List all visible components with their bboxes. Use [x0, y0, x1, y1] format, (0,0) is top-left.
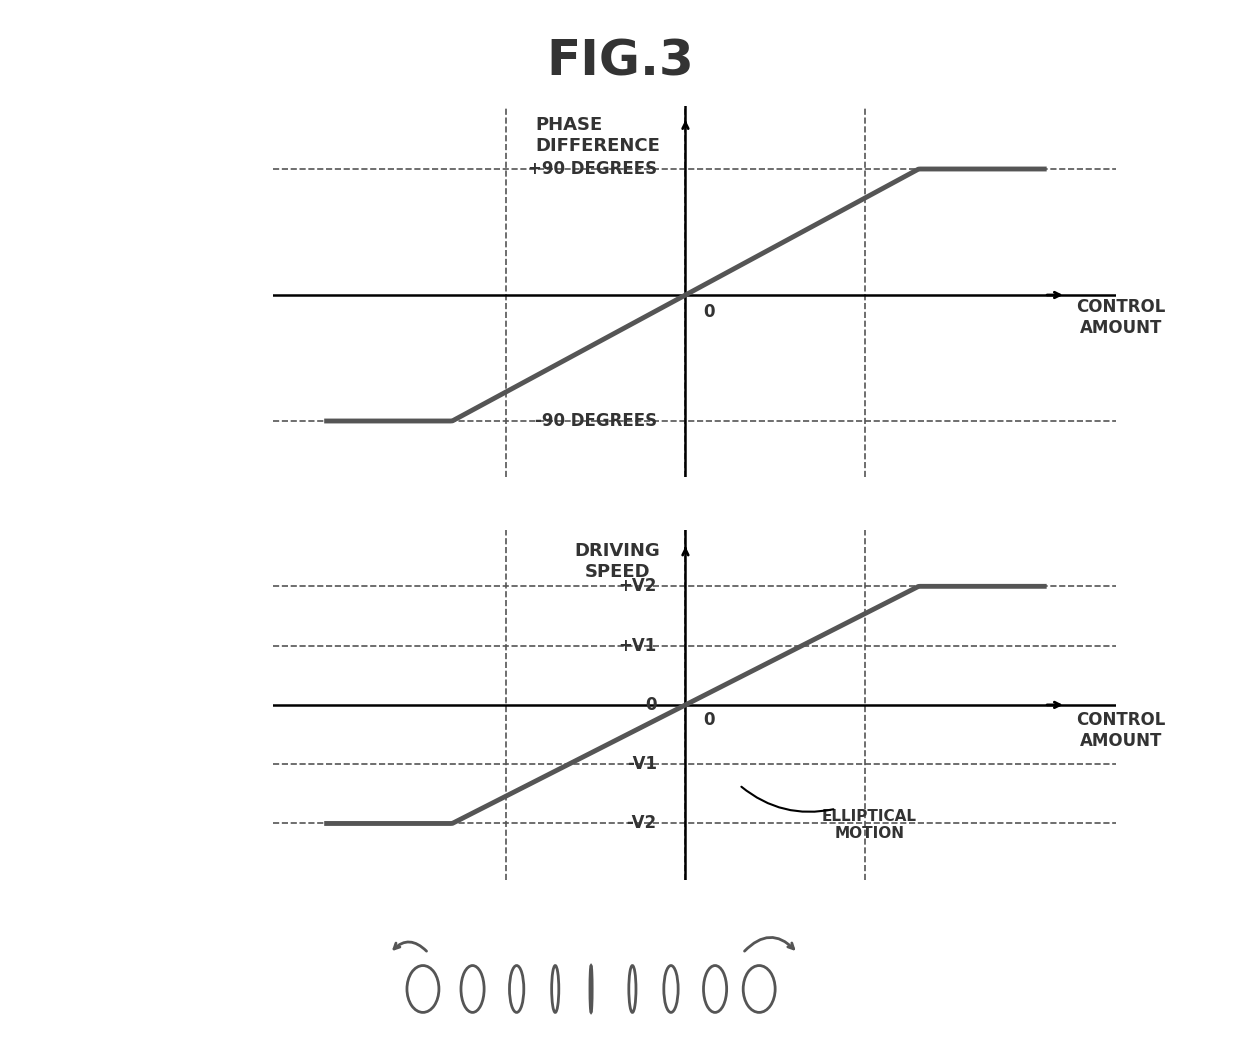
Text: CONTROL
AMOUNT: CONTROL AMOUNT [1076, 711, 1166, 749]
Text: -V2: -V2 [626, 814, 657, 832]
Text: 0: 0 [703, 303, 715, 321]
Text: +90 DEGREES: +90 DEGREES [527, 160, 657, 178]
Text: DRIVING
SPEED: DRIVING SPEED [574, 542, 661, 581]
Text: FIG.3: FIG.3 [546, 37, 694, 85]
Text: +V2: +V2 [619, 578, 657, 596]
Text: CONTROL
AMOUNT: CONTROL AMOUNT [1076, 298, 1166, 337]
Text: 0: 0 [645, 696, 657, 713]
Text: -90 DEGREES: -90 DEGREES [534, 412, 657, 430]
Text: ELLIPTICAL
MOTION: ELLIPTICAL MOTION [822, 809, 916, 841]
Text: 0: 0 [703, 711, 715, 729]
Text: PHASE
DIFFERENCE: PHASE DIFFERENCE [536, 116, 661, 155]
Text: +V1: +V1 [619, 637, 657, 655]
Text: -V1: -V1 [626, 755, 657, 773]
